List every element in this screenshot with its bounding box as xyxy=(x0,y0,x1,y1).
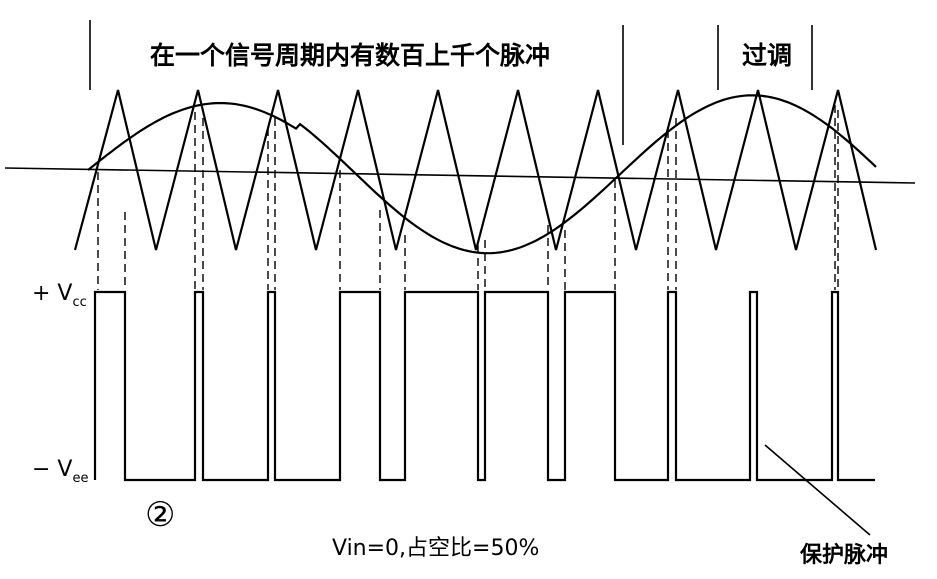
label-main: − V xyxy=(32,457,72,482)
top-annotation: 在一个信号周期内有数百上千个脉冲 xyxy=(150,41,550,70)
reference-wave xyxy=(87,94,877,255)
positive-supply-label: + Vcc xyxy=(32,281,87,310)
circle-number: ② xyxy=(145,495,175,535)
carrier-wave xyxy=(73,89,878,251)
pwm-output xyxy=(93,290,875,482)
label-sub: ee xyxy=(72,471,88,486)
label-sub: cc xyxy=(72,295,86,310)
zero-input-note: Vin=0,占空比=50% xyxy=(332,536,539,561)
waveforms xyxy=(73,89,878,482)
label-main: + V xyxy=(32,281,72,306)
negative-supply-label: − Vee xyxy=(32,457,88,486)
overmodulation-label: 过调 xyxy=(742,41,792,70)
pointer-line xyxy=(764,444,871,536)
protection-pulse-label: 保护脉冲 xyxy=(799,543,888,568)
axis-line xyxy=(4,167,916,184)
